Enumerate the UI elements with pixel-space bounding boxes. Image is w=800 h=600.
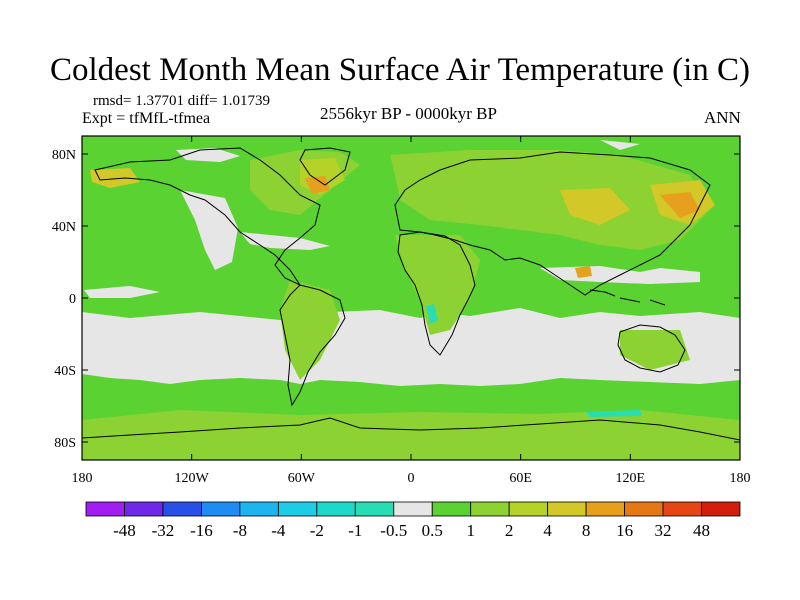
colorbar-swatch (547, 501, 587, 517)
lat-tick-label: 80S (54, 436, 76, 451)
colorbar-label: 0.5 (422, 521, 443, 540)
colorbar-label: 2 (505, 521, 514, 540)
coastlines (82, 147, 740, 441)
coastline-eurasia (394, 151, 711, 296)
hot-region-alaska (90, 168, 140, 188)
lon-tick-label: 180 (730, 471, 751, 486)
lon-tick-label: 60W (288, 471, 316, 486)
cool-region-east-africa (426, 304, 438, 324)
colorbar-label: 48 (693, 521, 710, 540)
colorbar-label: 32 (655, 521, 672, 540)
chart-title: Coldest Month Mean Surface Air Temperatu… (50, 52, 750, 88)
colorbar-label: -4 (271, 521, 286, 540)
colorbar-swatch (585, 501, 625, 517)
lat-tick-label: 80N (52, 148, 76, 163)
hot-region-central-asia (560, 188, 630, 225)
gray-region-north-pacific (180, 190, 238, 270)
coastline-australia (617, 324, 686, 373)
orange-region-canada (305, 176, 330, 194)
lon-tick-label: 60E (509, 471, 532, 486)
colorbar-swatch (201, 501, 241, 517)
orange-region-tropics (575, 266, 592, 278)
colorbar-label: -2 (310, 521, 324, 540)
gray-region-southern-ocean (82, 308, 740, 386)
warm-region-eurasia (390, 150, 710, 250)
warm-region-africa (395, 235, 480, 335)
colorbar-swatch (701, 501, 741, 517)
colorbar-label: 1 (466, 521, 475, 540)
coastline-antarctica (82, 417, 740, 441)
colorbar-swatch (162, 501, 202, 517)
colorbar-label: -8 (233, 521, 247, 540)
temperature-field (82, 136, 740, 460)
colorbar-swatch (85, 501, 125, 517)
lat-tick-label: 40N (52, 220, 76, 235)
colorbar-label: -1 (348, 521, 362, 540)
colorbar-label: 16 (616, 521, 633, 540)
gray-region-north-atlantic (240, 232, 330, 250)
colorbar-swatch (508, 501, 549, 517)
period-text: 2556kyr BP - 0000kyr BP (320, 104, 497, 123)
lon-tick-label: 120W (175, 471, 210, 486)
colorbar-swatch (393, 501, 433, 517)
lon-tick-label: 0 (408, 471, 415, 486)
season-text: ANN (704, 108, 741, 127)
coastline-indonesia (589, 289, 666, 306)
coastline-south-america (279, 284, 346, 407)
latitude-axis: 80N 40N 0 40S 80S (52, 148, 740, 451)
colorbar: -48 -32 -16 -8 -4 -2 -1 -0.5 0.5 1 2 4 8 16 32 48 (85, 501, 741, 540)
orange-region-siberia (660, 192, 700, 218)
warm-region-australia (620, 330, 690, 370)
lon-tick-label: 180 (72, 471, 93, 486)
colorbar-swatch (662, 501, 702, 517)
coastline-africa (397, 231, 476, 356)
colorbar-swatch (277, 501, 318, 517)
lat-tick-label: 40S (54, 364, 76, 379)
coastline-greenland (299, 147, 351, 186)
colorbar-label: 8 (582, 521, 591, 540)
colorbar-swatch (470, 501, 510, 517)
colorbar-swatch (316, 501, 356, 517)
colorbar-label: -0.5 (380, 521, 407, 540)
cool-region-antarctic-coast (586, 410, 642, 417)
colorbar-swatch (431, 501, 472, 517)
colorbar-swatch (354, 501, 395, 517)
colorbar-swatch (124, 501, 164, 517)
colorbar-swatch (239, 501, 279, 517)
lon-tick-label: 120E (616, 471, 646, 486)
gray-region-tropical-pacific (84, 286, 160, 298)
warm-region-south-america (280, 280, 340, 380)
warm-region-antarctic (82, 410, 740, 460)
experiment-text: Expt = tfMfL-tfmea (82, 110, 211, 127)
longitude-axis: 180 120W 60W 0 60E 120E 180 (72, 136, 751, 486)
colorbar-label: -16 (190, 521, 213, 540)
colorbar-swatch (624, 501, 664, 517)
colorbar-label: -32 (152, 521, 175, 540)
coastline-north-america (94, 147, 321, 287)
colorbar-label: 4 (543, 521, 552, 540)
colorbar-label: -48 (113, 521, 136, 540)
gray-region-arctic (176, 140, 640, 162)
stats-text: rmsd= 1.37701 diff= 1.01739 (93, 93, 271, 109)
lat-tick-label: 0 (69, 292, 76, 307)
